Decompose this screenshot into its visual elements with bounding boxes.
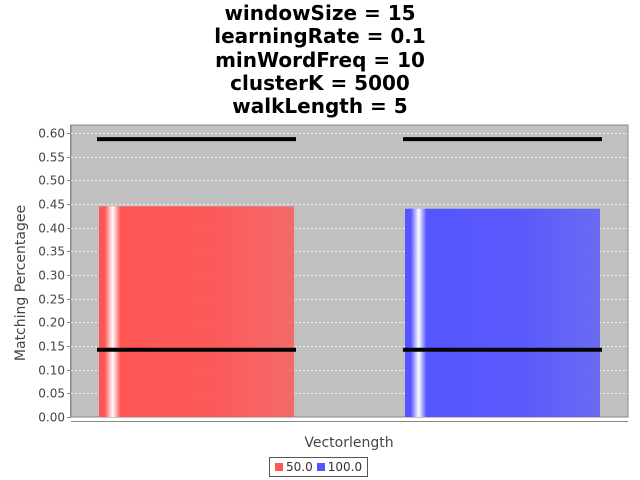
legend: 50.0 100.0: [269, 457, 369, 477]
legend-label: 100.0: [327, 460, 363, 474]
y-tick-label: 0.10: [38, 364, 65, 378]
legend-swatch: [316, 463, 325, 471]
y-tick-label: 0.05: [38, 387, 65, 401]
y-tick-label: 0.55: [38, 151, 65, 165]
title-line: clusterK = 5000: [230, 70, 410, 95]
legend-swatch: [275, 463, 283, 471]
y-tick-label: 0.40: [38, 222, 65, 236]
legend-item: 50.0: [275, 460, 313, 474]
y-tick-label: 0.15: [38, 340, 65, 354]
bar: [405, 208, 600, 417]
y-tick-label: 0.50: [38, 174, 65, 188]
title-line: windowSize = 15: [224, 1, 416, 25]
title-line: minWordFreq = 10: [215, 47, 425, 72]
y-tick-label: 0.25: [38, 293, 65, 307]
legend-label: 50.0: [286, 460, 313, 474]
y-tick-label: 0.60: [38, 127, 65, 141]
y-tick-label: 0.35: [38, 245, 65, 259]
title-line: walkLength = 5: [232, 94, 408, 119]
y-tick-label: 0.45: [38, 198, 65, 212]
legend-item: 100.0: [316, 460, 363, 474]
y-tick-label: 0.20: [38, 316, 65, 330]
chart-title: windowSize = 15 learningRate = 0.1 minWo…: [0, 1, 640, 119]
y-axis-label: Matching Percentagee: [13, 205, 29, 361]
title-line: learningRate = 0.1: [214, 24, 426, 49]
x-axis-label: Vectorlength: [304, 435, 393, 451]
y-tick-label: 0.30: [38, 269, 65, 283]
y-tick-label: 0.00: [38, 411, 65, 425]
bar: [99, 206, 294, 417]
